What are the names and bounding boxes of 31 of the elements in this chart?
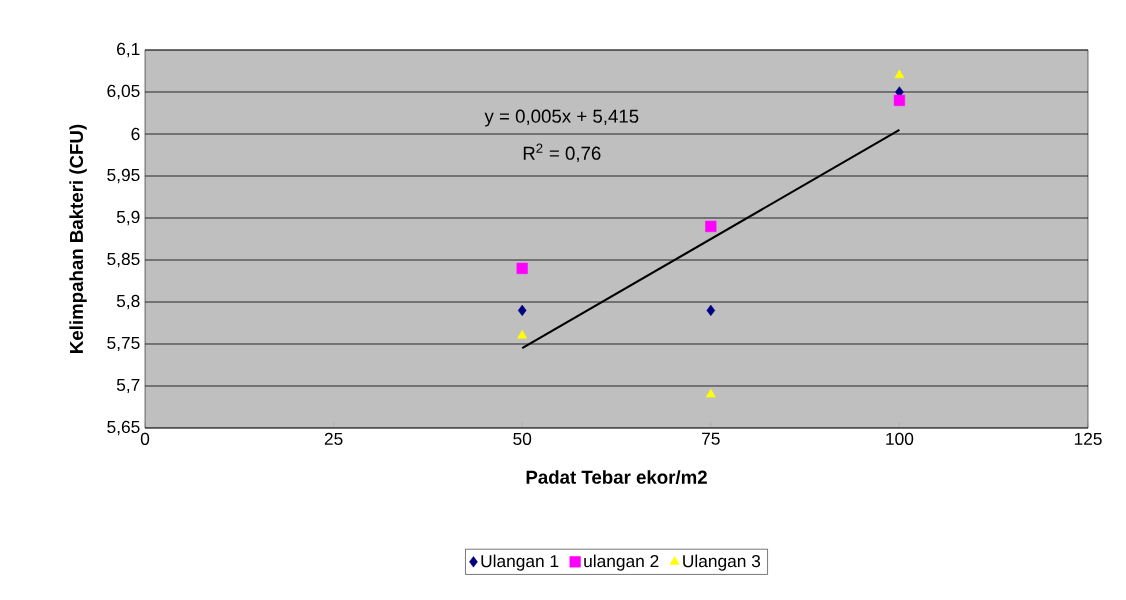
- y-tick-label: 5,9: [116, 210, 140, 226]
- y-tick-label: 5,65: [107, 420, 140, 436]
- point: [516, 262, 528, 275]
- legend-label: ulangan 2: [584, 554, 659, 571]
- x-tick-label: 50: [513, 432, 532, 445]
- x-tick-label: 0: [140, 432, 150, 445]
- y-tick-label: 5,8: [116, 294, 140, 310]
- y-tick-label: 5,75: [107, 336, 140, 352]
- y-tick-label: 6: [131, 127, 140, 141]
- y-tick-label: 6,1: [117, 42, 140, 58]
- x-axis-title: Padat Tebar ekor/m2: [526, 470, 707, 485]
- y-tick-label: 5,95: [107, 168, 140, 184]
- legend-label: Ulangan 1: [481, 554, 559, 571]
- y-tick-label: 5,7: [116, 378, 140, 394]
- point: [705, 388, 716, 398]
- point: [893, 94, 906, 106]
- point: [517, 304, 527, 316]
- x-tick-label: 25: [324, 432, 343, 445]
- y-axis-title: Kelimpahan Bakteri (CFU): [69, 124, 87, 353]
- annotation: R$^{2}$ = 0,76: [523, 143, 601, 163]
- y-tick-label: 6,05: [107, 84, 140, 100]
- x-tick-label: 100: [886, 432, 914, 445]
- annotation: y = 0,005x + 5,415: [484, 109, 639, 127]
- point: [705, 220, 717, 232]
- y-tick-label: 5,85: [107, 252, 140, 268]
- legend-label: Ulangan 3: [683, 554, 761, 571]
- point: [517, 329, 528, 339]
- point: [894, 69, 905, 79]
- x-tick-label: 75: [702, 432, 720, 445]
- point: [706, 304, 716, 316]
- x-tick-label: 125: [1074, 432, 1102, 445]
